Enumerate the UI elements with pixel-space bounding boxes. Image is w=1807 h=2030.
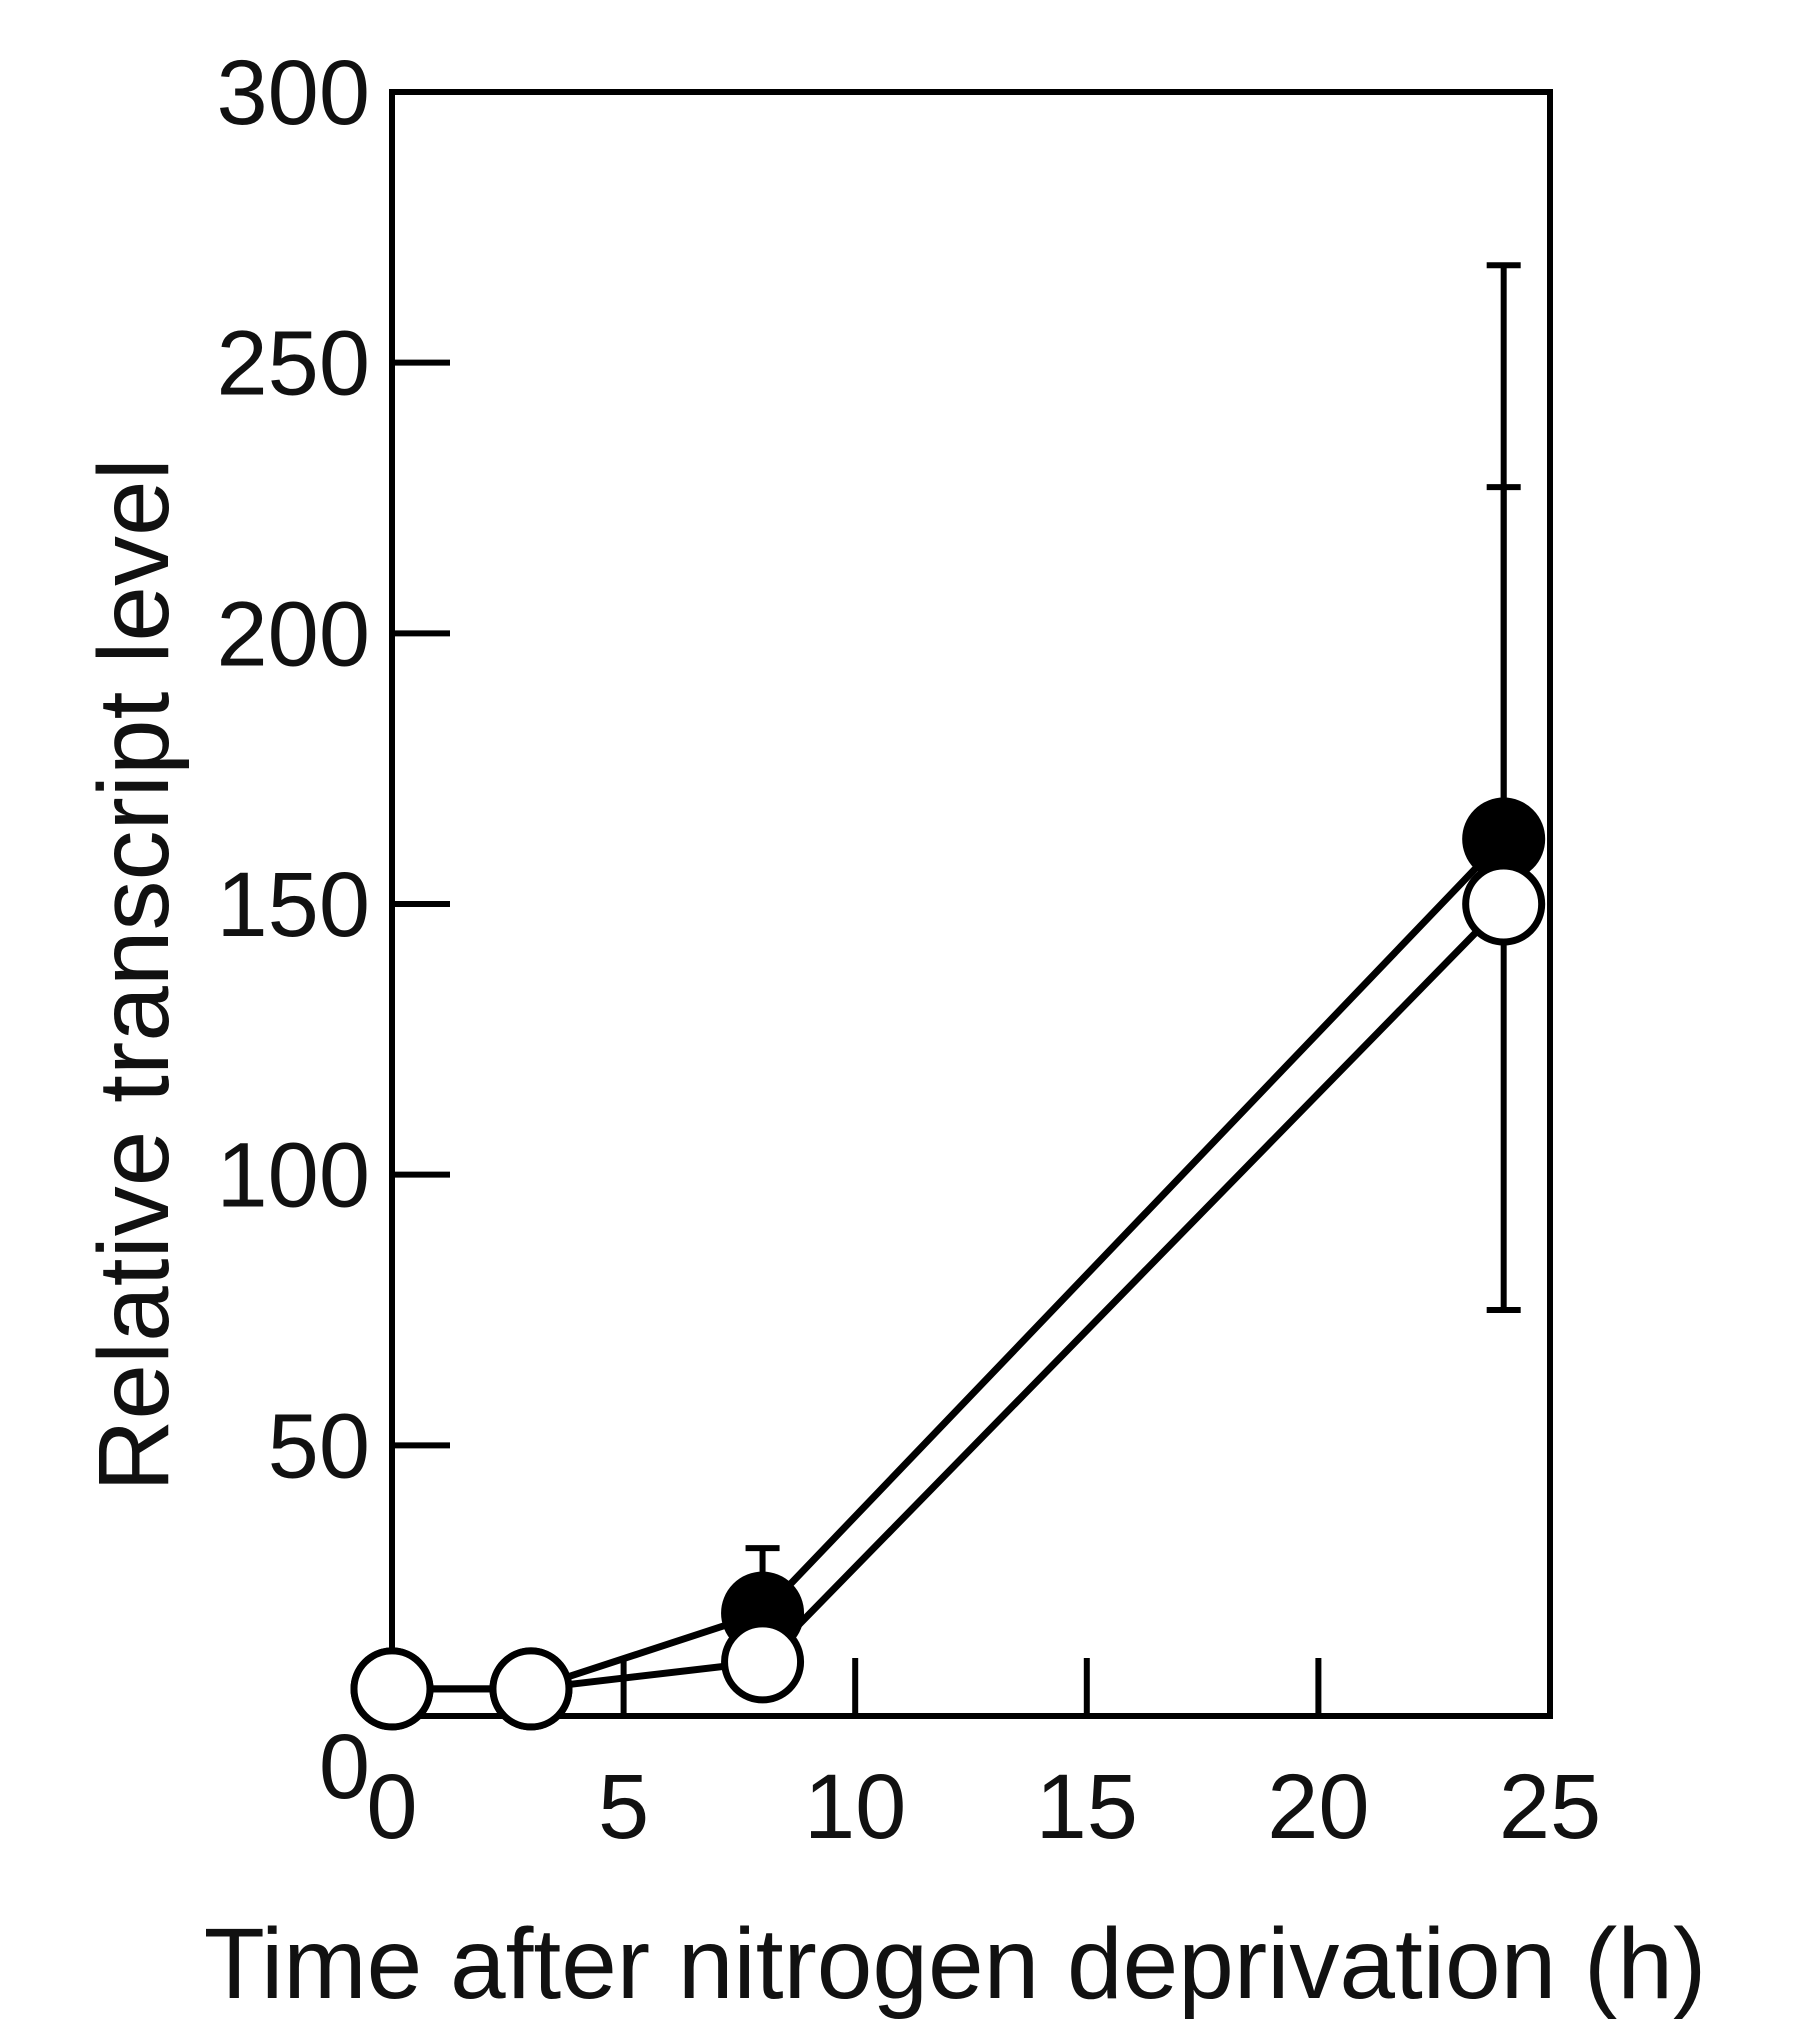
open-circle-marker	[1462, 862, 1546, 946]
x-tick-label: 0	[366, 1756, 417, 1858]
series-line-2	[392, 901, 1507, 1693]
y-tick-label: 150	[217, 854, 371, 956]
open-circle-marker	[721, 1620, 805, 1704]
x-tick-label: 5	[598, 1756, 649, 1858]
y-tick-label: 0	[319, 1716, 370, 1818]
x-tick-label: 10	[804, 1756, 906, 1858]
x-tick-label: 15	[1036, 1756, 1138, 1858]
series-line-1	[392, 836, 1507, 1693]
x-tick-label: 20	[1267, 1756, 1369, 1858]
open-circle-marker	[350, 1647, 434, 1731]
y-tick-label: 250	[217, 313, 371, 415]
y-axis-title: Relative transcript level	[78, 458, 190, 1492]
y-tick-label: 50	[268, 1395, 370, 1497]
y-tick-label: 100	[217, 1125, 371, 1227]
plot-area: 0 50 100 150 200 250 300 0 5 10 15 20 25	[217, 42, 1602, 1858]
y-tick-label: 200	[217, 583, 371, 685]
open-circle-marker	[489, 1647, 573, 1731]
y-tick-label: 300	[217, 42, 371, 144]
x-axis-title: Time after nitrogen deprivation (h)	[204, 1908, 1707, 2020]
x-tick-label: 25	[1499, 1756, 1601, 1858]
plot-frame	[389, 89, 1553, 1719]
